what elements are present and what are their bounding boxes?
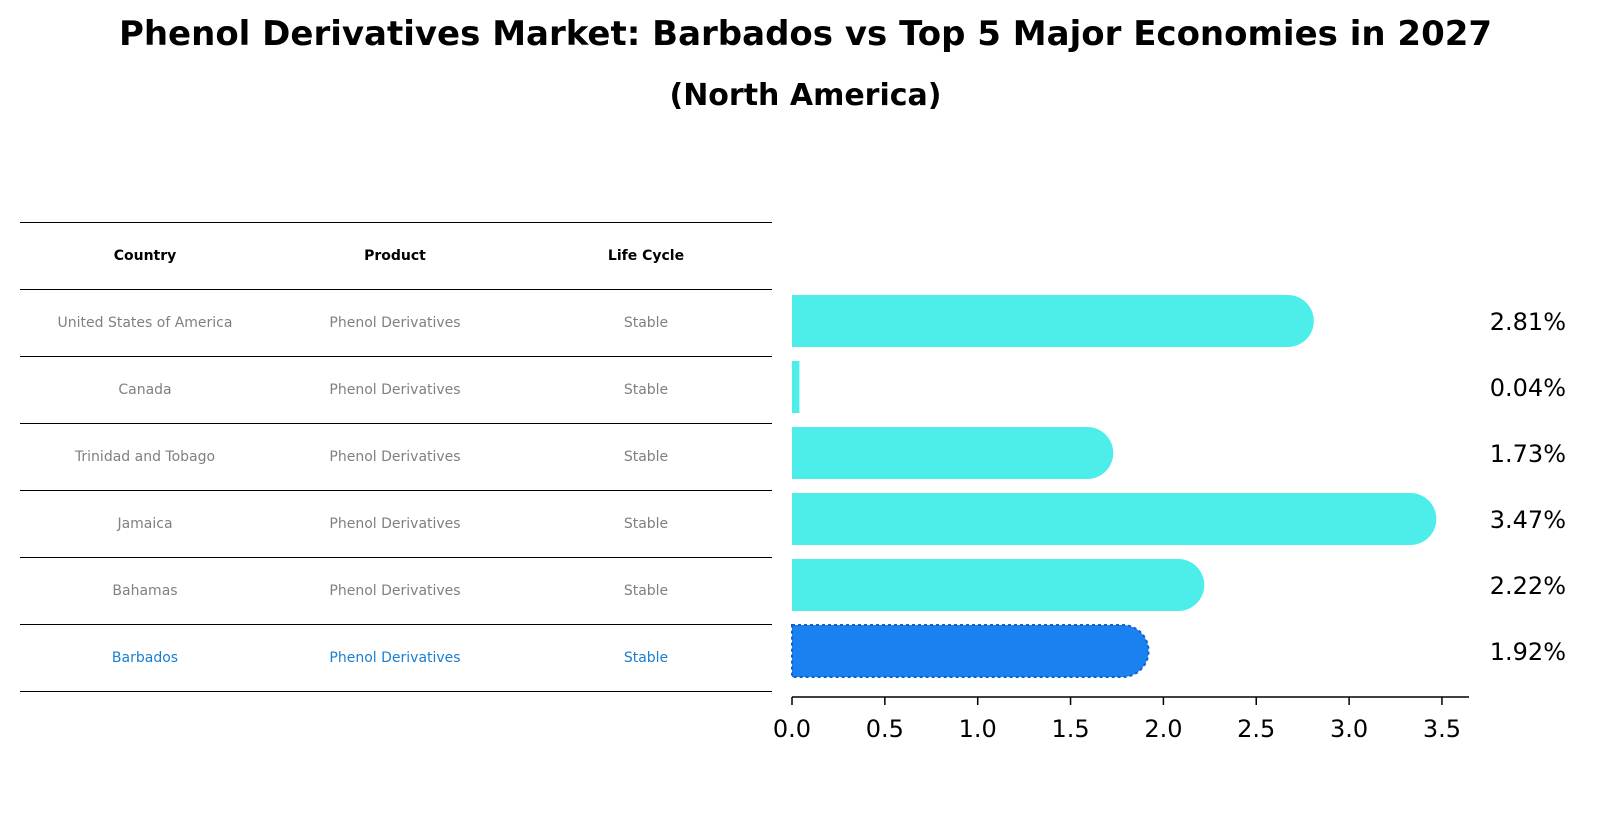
x-tick-label: 1.0	[959, 715, 997, 743]
header-country: Country	[113, 248, 177, 264]
table-row-highlight: Barbados Phenol Derivatives Stable	[20, 625, 772, 692]
product-cell: Phenol Derivatives	[329, 650, 461, 666]
x-tick-label: 0.0	[773, 715, 811, 743]
bar-value-label: 2.22%	[1490, 572, 1566, 600]
chart-title: Phenol Derivatives Market: Barbados vs T…	[118, 14, 1493, 54]
country-cell: Jamaica	[117, 516, 173, 532]
bar-value-label: 1.92%	[1490, 638, 1566, 666]
bar	[792, 493, 1437, 545]
product-cell: Phenol Derivatives	[329, 449, 461, 465]
country-table: Country Product Life Cycle United States…	[20, 222, 772, 692]
x-tick-label: 3.0	[1330, 715, 1368, 743]
header-product: Product	[364, 248, 426, 264]
bar-value-label: 1.73%	[1490, 440, 1566, 468]
table-row: Canada Phenol Derivatives Stable	[20, 357, 772, 424]
life-cycle-cell: Stable	[623, 650, 669, 666]
bar-highlight	[791, 624, 1150, 678]
bar-value-label: 0.04%	[1490, 374, 1566, 402]
table-row: United States of America Phenol Derivati…	[20, 290, 772, 357]
header-life-cycle: Life Cycle	[607, 248, 685, 264]
table-row: Trinidad and Tobago Phenol Derivatives S…	[20, 424, 772, 491]
life-cycle-cell: Stable	[623, 516, 669, 532]
table-header-row: Country Product Life Cycle	[20, 222, 772, 290]
product-cell: Phenol Derivatives	[329, 583, 461, 599]
product-cell: Phenol Derivatives	[329, 382, 461, 398]
life-cycle-cell: Stable	[623, 315, 669, 331]
bar	[792, 559, 1205, 611]
country-cell: United States of America	[57, 315, 233, 331]
x-tick-label: 2.0	[1144, 715, 1182, 743]
bar	[792, 427, 1114, 479]
country-cell: Trinidad and Tobago	[74, 449, 216, 465]
bar	[792, 361, 800, 413]
life-cycle-cell: Stable	[623, 583, 669, 599]
bar	[792, 295, 1314, 347]
x-tick-label: 3.5	[1423, 715, 1461, 743]
country-cell: Bahamas	[112, 583, 178, 599]
chart-subtitle: (North America)	[669, 78, 942, 113]
country-cell: Barbados	[111, 650, 179, 666]
x-tick-label: 1.5	[1051, 715, 1089, 743]
x-tick-label: 0.5	[866, 715, 904, 743]
bar-value-label: 2.81%	[1490, 308, 1566, 336]
table-row: Bahamas Phenol Derivatives Stable	[20, 558, 772, 625]
product-cell: Phenol Derivatives	[329, 315, 461, 331]
bar-value-label: 3.47%	[1490, 506, 1566, 534]
product-cell: Phenol Derivatives	[329, 516, 461, 532]
country-cell: Canada	[118, 382, 172, 398]
table-row: Jamaica Phenol Derivatives Stable	[20, 491, 772, 558]
x-tick-label: 2.5	[1237, 715, 1275, 743]
life-cycle-cell: Stable	[623, 382, 669, 398]
life-cycle-cell: Stable	[623, 449, 669, 465]
